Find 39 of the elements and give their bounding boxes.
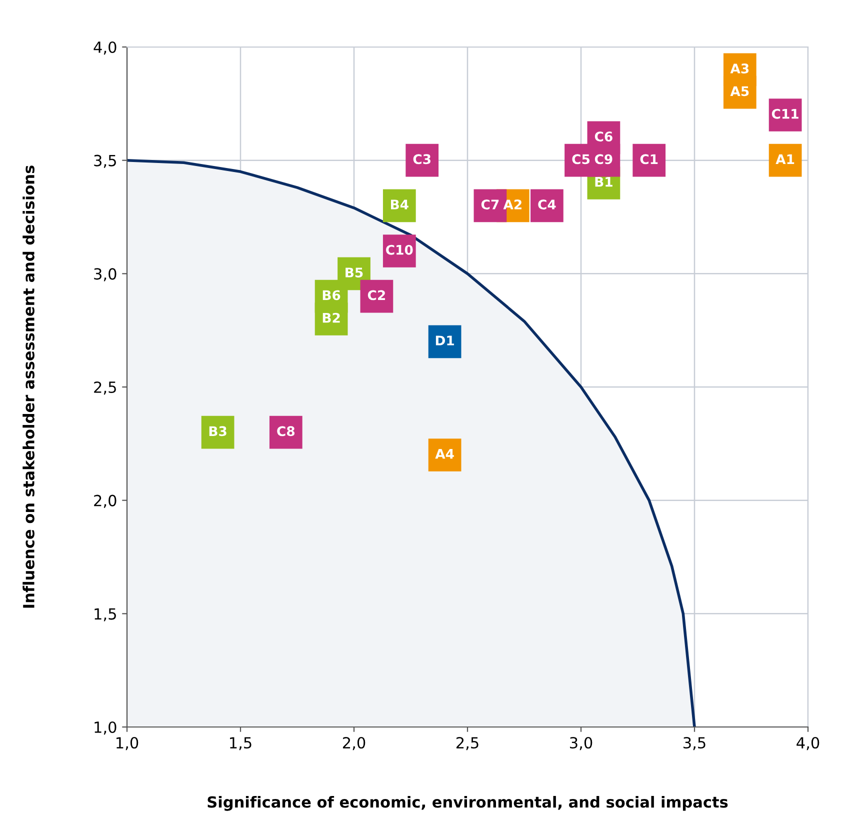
x-axis-title: Significance of economic, environmental, and social impacts bbox=[208, 796, 728, 811]
data-label: A3 bbox=[730, 64, 749, 74]
data-label: B6 bbox=[322, 290, 340, 300]
data-label: C10 bbox=[386, 244, 413, 255]
y-tick-label: 1,5 bbox=[94, 608, 116, 622]
x-tick-label: 3,5 bbox=[684, 736, 706, 750]
y-tick-label: 3,5 bbox=[94, 154, 116, 168]
data-label: C7 bbox=[481, 200, 499, 210]
data-label: B5 bbox=[346, 268, 363, 278]
x-tick-label: 3,0 bbox=[570, 736, 592, 750]
data-label: B2 bbox=[322, 312, 340, 323]
y-tick-label: 3,0 bbox=[94, 268, 116, 282]
data-label: B3 bbox=[209, 426, 226, 436]
x-tick-label: 4,0 bbox=[796, 736, 820, 750]
data-label: C11 bbox=[772, 108, 798, 119]
x-tick-label: 1,5 bbox=[230, 737, 252, 750]
y-axis-title: Influence on stakeholder assessment and decisions bbox=[22, 166, 34, 608]
y-tick-label: 2,5 bbox=[94, 381, 116, 395]
data-label: C5 bbox=[572, 154, 590, 164]
data-label: C2 bbox=[368, 290, 385, 300]
y-tick-label: 4,0 bbox=[94, 41, 116, 55]
data-label: A1 bbox=[776, 154, 794, 164]
x-tick-label: 2,0 bbox=[342, 736, 366, 750]
y-tick-label: 2,0 bbox=[94, 494, 116, 508]
data-label: D1 bbox=[436, 336, 454, 346]
data-label: B4 bbox=[390, 200, 408, 210]
data-label: C6 bbox=[594, 132, 612, 142]
x-tick-label: 2,5 bbox=[456, 736, 478, 750]
data-label: C4 bbox=[538, 200, 556, 210]
data-label: C8 bbox=[277, 426, 295, 436]
x-tick-label: 1,0 bbox=[116, 736, 138, 750]
data-label: C3 bbox=[413, 154, 430, 164]
data-label: C9 bbox=[594, 154, 612, 164]
data-label: B1 bbox=[595, 177, 612, 187]
data-label: A4 bbox=[435, 449, 454, 459]
data-label: A5 bbox=[730, 86, 749, 96]
data-label: A2 bbox=[503, 200, 522, 210]
y-tick-label: 1,0 bbox=[94, 721, 116, 735]
data-label: C1 bbox=[640, 154, 658, 164]
